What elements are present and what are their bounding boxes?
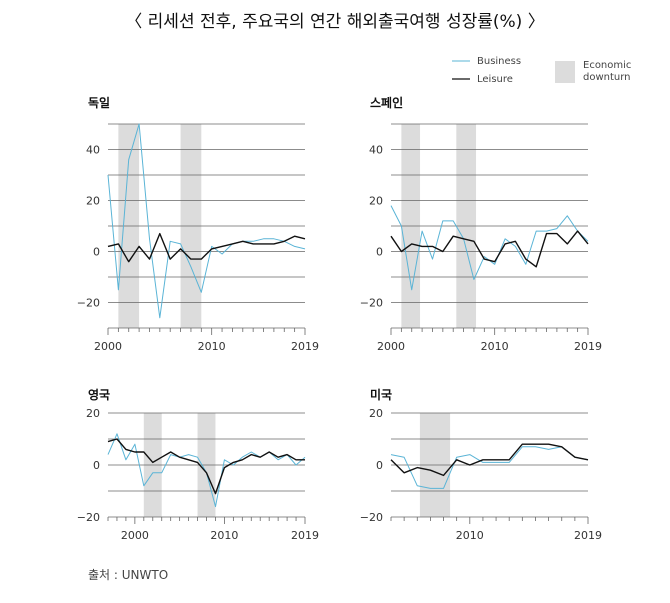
leisure-series-line: [390, 230, 589, 268]
y-tick-label: −20: [360, 297, 383, 310]
x-tick-label: 2010: [210, 529, 238, 542]
panel-title: 영국: [88, 387, 110, 402]
x-tick-label: 2019: [574, 340, 602, 353]
panel-0: 독일 −20 0 20 40 2000 2010 2019: [77, 96, 319, 353]
legend-downturn-line1: Economic: [583, 60, 631, 71]
x-tick-label: 2019: [291, 340, 319, 353]
x-tick-label: 2000: [377, 340, 405, 353]
legend-downturn-label: Economic downturn: [583, 60, 635, 83]
panel-3: 미국 −20 0 20 2010 2019: [360, 387, 602, 542]
chart-area: Business Leisure Economic downturn 독일 −20…: [77, 56, 635, 542]
y-tick-label: 20: [86, 407, 100, 420]
leisure-series-line: [107, 438, 305, 495]
legend-leisure-label: Leisure: [477, 74, 513, 85]
panel-1: 스페인 −20 0 20 40 2000 2010 2019: [360, 95, 602, 353]
panel-title: 스페인: [370, 95, 403, 110]
y-tick-label: 20: [369, 407, 383, 420]
source-note: 출처 : UNWTO: [88, 568, 169, 582]
legend: Business Leisure Economic downturn: [452, 56, 635, 85]
legend-downturn-line2: downturn: [583, 72, 631, 83]
legend-downturn-swatch: [555, 61, 575, 83]
y-tick-label: 40: [86, 144, 100, 157]
leisure-series-line: [390, 443, 589, 477]
business-series-line: [107, 123, 306, 319]
y-tick-label: −20: [360, 511, 383, 524]
x-tick-label: 2019: [574, 529, 602, 542]
y-tick-label: −20: [77, 297, 100, 310]
y-tick-label: 0: [93, 459, 100, 472]
panel-title: 독일: [88, 96, 110, 110]
y-tick-label: 0: [376, 459, 383, 472]
page-title: 〈 리세션 전후, 주요국의 연간 해외출국여행 성장률(%) 〉: [125, 12, 545, 32]
panel-2: 영국 −20 0 20 2000 2010 2019: [77, 387, 319, 542]
y-tick-label: 40: [369, 144, 383, 157]
business-series-line: [390, 446, 589, 489]
x-tick-label: 2010: [456, 529, 484, 542]
x-tick-label: 2000: [121, 529, 149, 542]
x-tick-label: 2019: [291, 529, 319, 542]
y-tick-label: 20: [369, 195, 383, 208]
panel-title: 미국: [370, 387, 392, 402]
x-tick-label: 2010: [198, 340, 226, 353]
y-tick-label: 0: [376, 246, 383, 259]
legend-business-label: Business: [477, 56, 521, 67]
x-tick-label: 2010: [481, 340, 509, 353]
x-tick-label: 2000: [94, 340, 122, 353]
y-tick-label: 20: [86, 195, 100, 208]
y-tick-label: 0: [93, 246, 100, 259]
leisure-series-line: [107, 232, 306, 263]
y-tick-label: −20: [77, 511, 100, 524]
